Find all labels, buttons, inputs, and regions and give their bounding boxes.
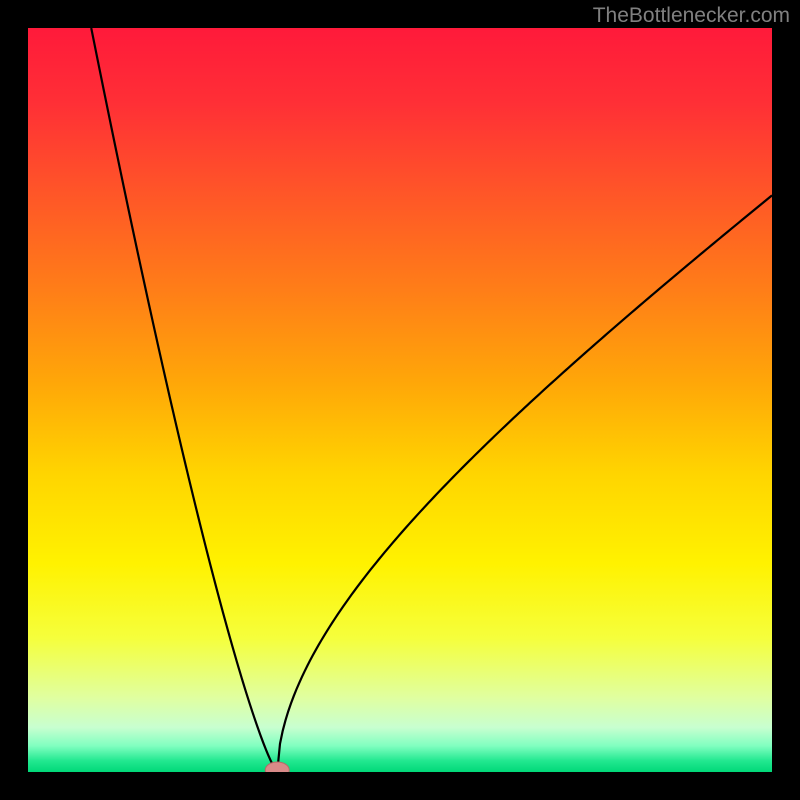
gradient-background: [28, 28, 772, 772]
bottleneck-chart: [28, 28, 772, 772]
watermark-text: TheBottlenecker.com: [593, 4, 790, 28]
chart-container: TheBottlenecker.com: [0, 0, 800, 800]
